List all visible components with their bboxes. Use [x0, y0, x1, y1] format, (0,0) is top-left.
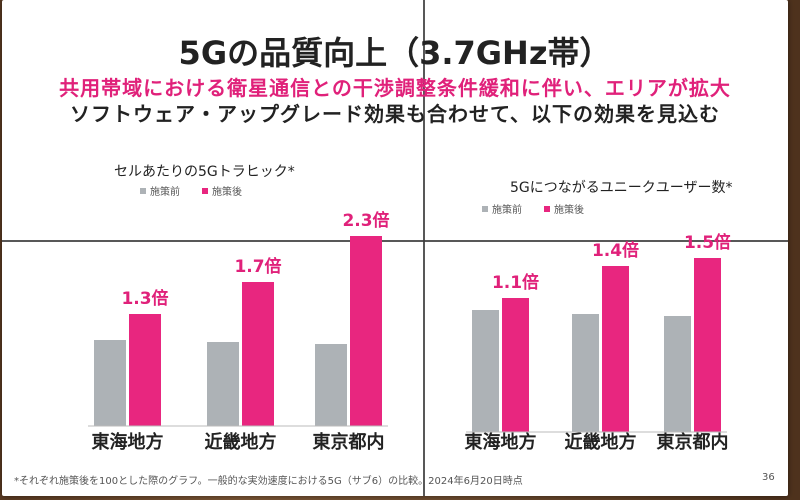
bar-before: [664, 316, 691, 432]
category-label: 東京都内: [313, 431, 385, 453]
display-seam-vertical: [423, 0, 425, 496]
chart-title: セルあたりの5Gトラヒック*: [114, 164, 295, 180]
bar-after: [350, 236, 382, 426]
category-label: 東海地方: [92, 431, 164, 453]
data-label: 2.3倍: [342, 210, 389, 231]
charts-canvas: セルあたりの5Gトラヒック*施策前 施策後1.3倍東海地方1.7倍近畿地方2.3倍…: [88, 164, 732, 453]
category-label: 近畿地方: [565, 431, 637, 453]
data-label: 1.1倍: [492, 272, 539, 293]
legend-label-before: 施策前: [492, 203, 522, 216]
bar-after: [602, 266, 629, 432]
footnote: *それぞれ施策後を100とした際のグラフ。一般的な実効速度における5G（サブ6）…: [14, 476, 523, 487]
bar-after: [242, 282, 274, 426]
legend-swatch-after: [202, 188, 208, 194]
legend-swatch-after: [544, 206, 550, 212]
category-label: 近畿地方: [205, 431, 277, 453]
data-label: 1.7倍: [234, 256, 281, 277]
category-label: 東京都内: [657, 431, 729, 453]
bar-before: [315, 344, 347, 426]
data-label: 1.3倍: [121, 288, 168, 309]
bar-before: [207, 342, 239, 426]
bar-after: [502, 298, 529, 432]
bar-before: [572, 314, 599, 432]
bar-after: [694, 258, 721, 432]
display-seam-horizontal: [2, 240, 788, 242]
chart-title: 5Gにつながるユニークユーザー数*: [510, 180, 732, 196]
presentation-slide: 5Gの品質向上（3.7GHz帯） 共用帯域における衛星通信との干渉調整条件緩和に…: [2, 0, 788, 496]
data-label: 1.5倍: [684, 232, 731, 253]
page-number: 36: [762, 472, 775, 483]
bar-before: [94, 340, 126, 426]
legend-label-before: 施策前: [150, 185, 180, 198]
legend-swatch-before: [140, 188, 146, 194]
category-label: 東海地方: [465, 431, 537, 453]
legend-label-after: 施策後: [554, 203, 584, 216]
legend-label-after: 施策後: [212, 185, 242, 198]
bar-before: [472, 310, 499, 432]
data-label: 1.4倍: [592, 240, 639, 261]
slide-subtitle-pink: 共用帯域における衛星通信との干渉調整条件緩和に伴い、エリアが拡大: [59, 76, 731, 100]
slide-subtitle-black: ソフトウェア・アップグレード効果も合わせて、以下の効果を見込む: [70, 102, 720, 126]
slide-title: 5Gの品質向上（3.7GHz帯）: [178, 34, 612, 72]
legend-swatch-before: [482, 206, 488, 212]
bar-after: [129, 314, 161, 426]
